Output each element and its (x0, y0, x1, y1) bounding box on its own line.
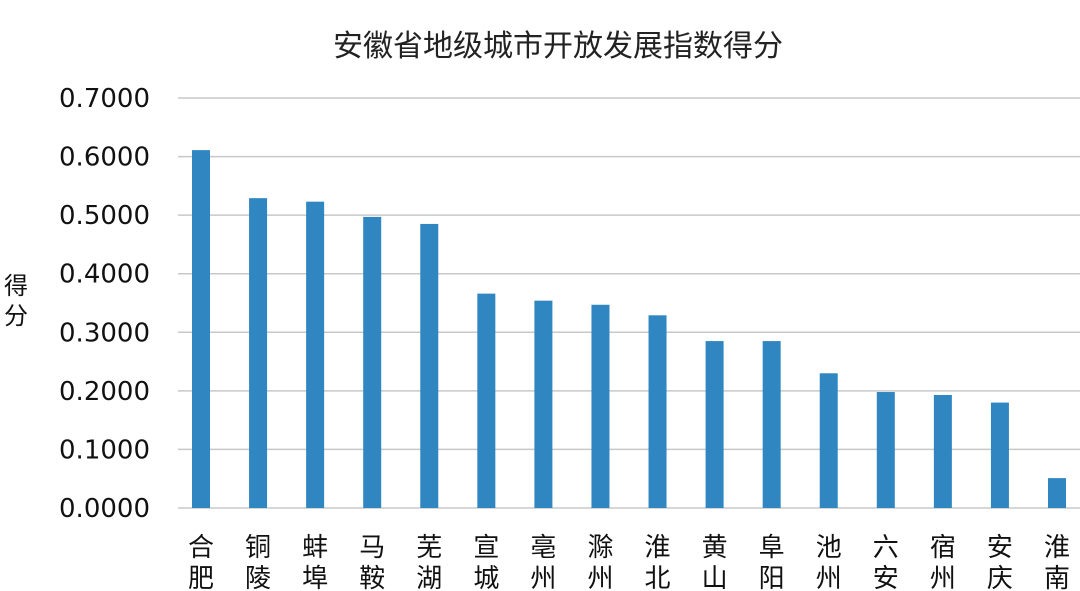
y-tick-label: 0.0000 (59, 494, 150, 524)
bar-合肥 (192, 150, 210, 508)
bars (192, 150, 1066, 508)
category-label: 合肥 (188, 533, 214, 591)
bar-池州 (819, 373, 838, 508)
category-label: 池州 (816, 533, 842, 591)
category-label: 黄山 (702, 533, 728, 591)
chart-title: 安徽省地级城市开放发展指数得分 (333, 29, 783, 64)
bar-阜阳 (762, 341, 781, 508)
y-tick-label: 0.5000 (59, 201, 150, 231)
category-label: 淮北 (645, 533, 671, 591)
category-label: 宿州 (930, 533, 956, 591)
bar-芜湖 (420, 223, 439, 508)
bar-六安 (876, 392, 895, 508)
bar-淮南 (1048, 478, 1066, 508)
category-label: 宣城 (473, 533, 499, 591)
y-tick-label: 0.2000 (59, 377, 150, 407)
y-tick-label: 0.1000 (59, 435, 150, 465)
category-label: 铜陵 (245, 533, 271, 591)
bar-亳州 (534, 300, 553, 508)
y-axis-ticks: 0.0000 0.1000 0.2000 0.3000 0.4000 0.5000 0.60… (59, 84, 150, 524)
bar-蚌埠 (306, 201, 325, 508)
bar-铜陵 (249, 198, 268, 508)
bar-淮北 (648, 315, 667, 508)
bar-安庆 (990, 402, 1009, 508)
y-tick-label: 0.7000 (59, 84, 150, 114)
category-label: 六安 (873, 533, 899, 591)
category-label: 安庆 (987, 533, 1013, 591)
category-label: 淮南 (1044, 533, 1070, 591)
bar-黄山 (705, 341, 724, 508)
y-tick-label: 0.6000 (59, 143, 150, 173)
y-axis-label: 得分 (4, 272, 28, 330)
category-label: 蚌埠 (302, 533, 328, 591)
bar-马鞍 (363, 216, 382, 508)
gridlines (178, 97, 1080, 509)
bar-宿州 (933, 394, 952, 508)
category-label: 亳州 (530, 533, 556, 591)
category-label: 芜湖 (416, 533, 442, 591)
category-label: 滁州 (587, 533, 613, 591)
category-label: 阜阳 (759, 533, 785, 591)
y-tick-label: 0.4000 (59, 260, 150, 290)
bar-宣城 (477, 293, 496, 508)
y-tick-label: 0.3000 (59, 318, 150, 348)
category-label: 马鞍 (359, 533, 385, 591)
bar-滁州 (591, 304, 610, 508)
y-axis-title: 得分 (4, 272, 28, 330)
